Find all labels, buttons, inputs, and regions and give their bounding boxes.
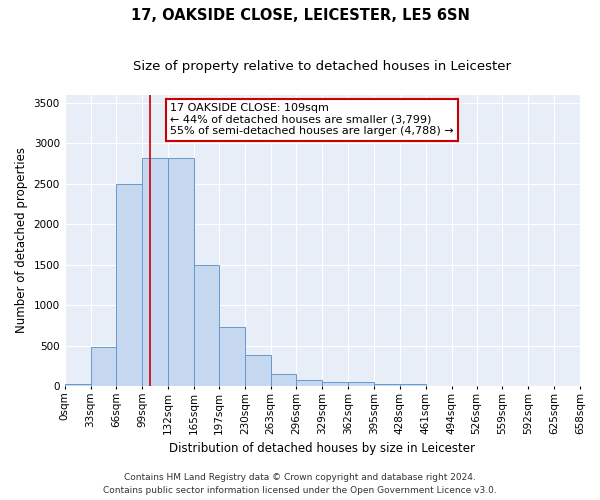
Bar: [400, 384, 426, 386]
Bar: [142, 158, 168, 386]
Bar: [116, 184, 142, 386]
Bar: [194, 264, 219, 386]
Bar: [219, 327, 245, 386]
Text: 17 OAKSIDE CLOSE: 109sqm
← 44% of detached houses are smaller (3,799)
55% of sem: 17 OAKSIDE CLOSE: 109sqm ← 44% of detach…: [170, 103, 454, 136]
Bar: [296, 380, 322, 386]
Bar: [271, 374, 296, 386]
Bar: [245, 356, 271, 386]
Text: 17, OAKSIDE CLOSE, LEICESTER, LE5 6SN: 17, OAKSIDE CLOSE, LEICESTER, LE5 6SN: [131, 8, 469, 22]
Bar: [168, 158, 194, 386]
Bar: [65, 384, 91, 386]
Bar: [91, 347, 116, 386]
Title: Size of property relative to detached houses in Leicester: Size of property relative to detached ho…: [133, 60, 511, 73]
Bar: [348, 382, 374, 386]
Text: Contains HM Land Registry data © Crown copyright and database right 2024.
Contai: Contains HM Land Registry data © Crown c…: [103, 474, 497, 495]
Bar: [322, 382, 348, 386]
Bar: [374, 384, 400, 386]
Y-axis label: Number of detached properties: Number of detached properties: [15, 148, 28, 334]
X-axis label: Distribution of detached houses by size in Leicester: Distribution of detached houses by size …: [169, 442, 475, 455]
